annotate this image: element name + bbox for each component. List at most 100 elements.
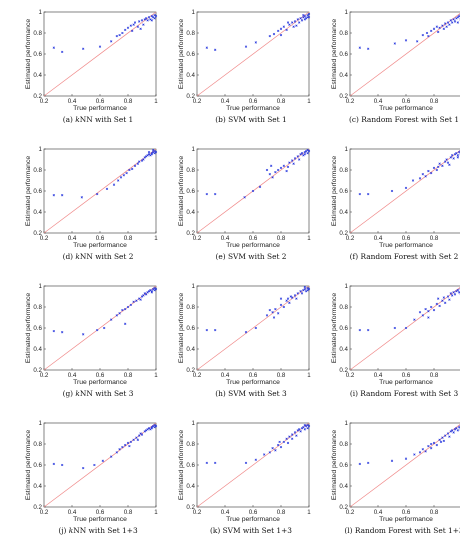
panel-caption: (e) SVM with Set 2	[215, 252, 286, 261]
y-axis-label: Estimated performance	[331, 19, 338, 89]
data-point	[358, 46, 361, 49]
y-tick-label: 0.8	[186, 441, 195, 448]
data-point	[303, 153, 306, 156]
data-point	[446, 161, 450, 164]
data-point	[432, 309, 436, 312]
data-point	[272, 32, 276, 36]
data-point	[424, 307, 427, 311]
data-point	[129, 24, 132, 27]
data-point	[456, 21, 459, 24]
data-point	[153, 17, 156, 20]
data-point	[367, 328, 370, 332]
data-point	[277, 168, 280, 172]
data-point	[282, 25, 285, 28]
x-tick-label: 0.4	[374, 235, 383, 242]
y-tick-label: 0.4	[186, 346, 195, 353]
data-point	[430, 172, 433, 175]
data-point	[101, 459, 104, 462]
identity-line	[196, 285, 310, 371]
data-point	[293, 157, 297, 160]
x-tick-label: 1	[307, 509, 311, 516]
data-point	[444, 22, 447, 25]
y-axis-label: Estimated performance	[178, 156, 185, 226]
data-point	[299, 430, 302, 433]
data-point	[303, 288, 306, 291]
data-point	[432, 27, 436, 30]
data-point	[358, 328, 361, 332]
data-point	[121, 309, 124, 312]
data-point	[147, 151, 151, 154]
data-point	[52, 462, 55, 466]
data-point	[271, 447, 274, 450]
data-point	[142, 158, 145, 161]
data-point	[303, 285, 306, 289]
data-point	[430, 442, 433, 446]
y-tick-label: 1	[345, 146, 349, 153]
data-point	[441, 436, 444, 439]
data-point	[147, 16, 151, 19]
data-point	[82, 333, 85, 336]
data-point	[413, 318, 416, 321]
data-point	[306, 427, 309, 430]
y-tick-label: 0.6	[33, 325, 42, 332]
x-tick-label: 1	[307, 372, 311, 379]
data-point	[277, 29, 280, 33]
y-tick-label: 1	[39, 146, 43, 153]
y-tick-label: 0.8	[339, 167, 348, 174]
data-point	[455, 152, 458, 155]
data-point	[296, 155, 299, 158]
data-point	[441, 164, 444, 167]
data-point	[451, 21, 454, 24]
data-point	[268, 451, 271, 454]
x-tick-label: 1	[154, 235, 158, 242]
data-point	[61, 50, 64, 54]
x-tick-label: 0.6	[96, 509, 105, 516]
y-tick-label: 0.6	[186, 51, 195, 58]
data-point	[295, 297, 298, 300]
x-tick-label: 0.4	[221, 235, 230, 242]
panel-caption: (g) kNN with Set 3	[63, 389, 134, 398]
y-tick-label: 0.2	[33, 504, 42, 511]
data-point	[302, 14, 305, 17]
y-tick-label: 0.8	[33, 30, 42, 37]
data-point	[441, 299, 444, 302]
data-point	[136, 25, 139, 28]
x-tick-label: 0.4	[374, 372, 383, 379]
data-point	[277, 443, 280, 447]
x-tick-label: 0.8	[124, 235, 133, 242]
data-point	[286, 21, 290, 24]
data-point	[117, 179, 120, 182]
data-point	[140, 19, 144, 22]
data-point	[118, 312, 121, 315]
data-point	[453, 293, 457, 296]
x-tick-label: 1	[154, 372, 158, 379]
data-point	[251, 189, 255, 193]
y-tick-label: 0.2	[339, 367, 348, 374]
x-tick-label: 0.2	[40, 235, 49, 242]
data-point	[61, 194, 64, 197]
data-point	[131, 29, 134, 33]
panel-caption: (b) SVM with Set 1	[215, 115, 286, 124]
data-point	[133, 164, 137, 167]
data-point	[205, 193, 208, 196]
data-point	[449, 19, 452, 22]
x-axis-label: True performance	[226, 105, 280, 112]
data-point	[126, 305, 130, 309]
y-tick-label: 0.2	[33, 93, 42, 100]
data-point	[272, 316, 276, 319]
y-tick-label: 0.8	[339, 441, 348, 448]
data-point	[126, 26, 130, 29]
data-point	[274, 170, 277, 174]
data-point	[128, 444, 131, 448]
panel-caption: (a) kNN with Set 1	[63, 115, 134, 124]
data-point	[291, 437, 294, 440]
y-tick-label: 1	[192, 146, 196, 153]
data-point	[129, 303, 132, 307]
x-tick-label: 0.2	[40, 372, 49, 379]
y-tick-label: 0.4	[339, 483, 348, 490]
y-axis-label: Estimated performance	[178, 19, 185, 89]
x-tick-label: 0.4	[221, 509, 230, 516]
data-point	[263, 453, 266, 456]
y-tick-label: 0.2	[186, 504, 195, 511]
